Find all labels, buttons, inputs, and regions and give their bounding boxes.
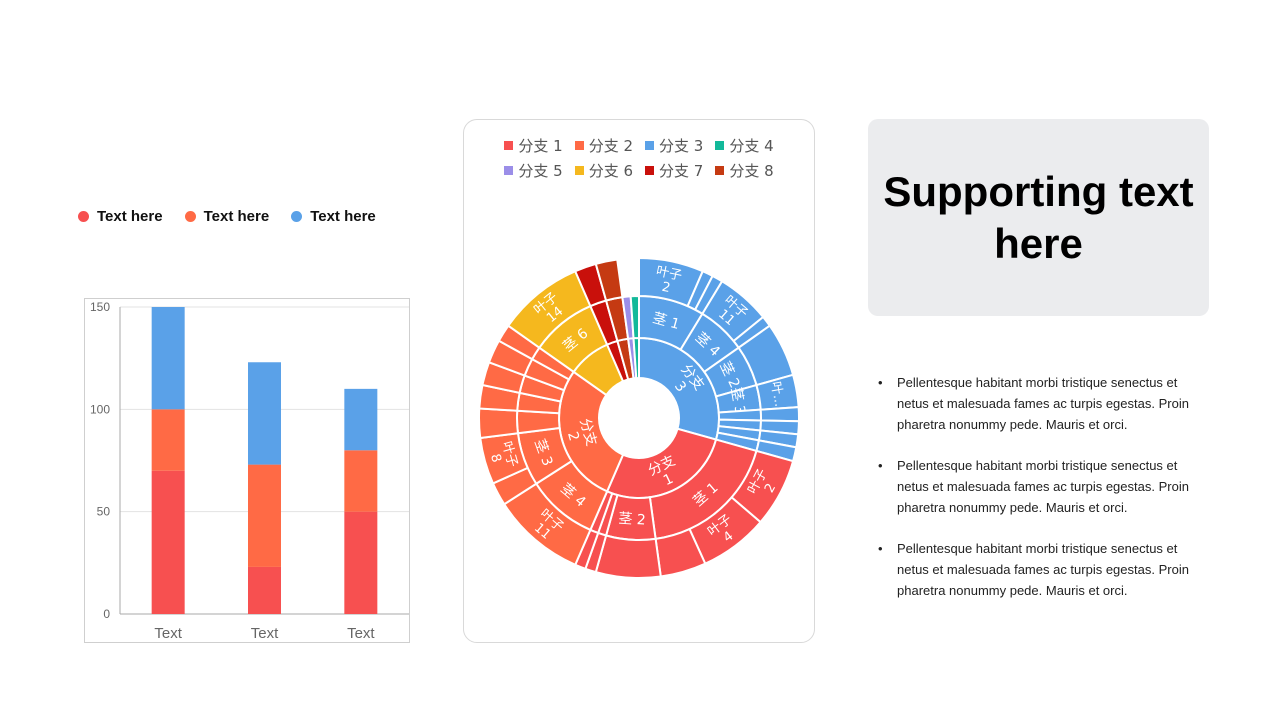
sunburst-leaf (594, 534, 662, 579)
stacked-bar-chart: 0 50 100 150 Text Text Text (84, 298, 410, 643)
sunburst-legend-item: 分支 3 (645, 135, 703, 156)
bullet-text: Pellentesque habitant morbi tristique se… (897, 458, 1189, 515)
legend-square-icon (645, 166, 654, 175)
sunburst-legend-item: 分支 7 (645, 160, 703, 181)
legend-square-icon (574, 166, 584, 175)
supporting-text-box: Supporting text here (868, 119, 1209, 316)
bullet-glyph: • (878, 541, 883, 556)
y-tick-label: 0 (103, 607, 110, 621)
legend-label: 分支 4 (729, 137, 774, 155)
bar-segment (344, 511, 378, 614)
legend-label: Text here (97, 208, 163, 225)
sunburst-legend-item: 分支 8 (715, 160, 774, 181)
sunburst-stem (629, 294, 640, 340)
legend-square-icon (504, 141, 514, 150)
bar-segment (344, 450, 378, 512)
bar-segment (151, 470, 185, 614)
legend-square-icon (645, 141, 654, 150)
sunburst-label: 分支2 (561, 417, 599, 452)
bullet-item: • Pellentesque habitant morbi tristique s… (878, 455, 1198, 518)
legend-square-icon (715, 141, 725, 150)
x-tick-label: Text (347, 625, 375, 642)
bullet-item: • Pellentesque habitant morbi tristique s… (878, 372, 1198, 435)
legend-label: 分支 3 (659, 137, 704, 155)
bar-segment (344, 388, 378, 451)
bar-segment (248, 464, 281, 567)
legend-label: 分支 2 (588, 137, 633, 155)
sunburst-label: 叶子8 (485, 440, 520, 473)
legend-label: 分支 7 (659, 162, 704, 180)
legend-square-icon (504, 166, 514, 175)
legend-label: Text here (203, 208, 270, 225)
legend-dot-icon (184, 211, 196, 222)
sunburst-legend-row-1: 分支 1 分支 2 分支 3 分支 4 (464, 135, 814, 156)
x-tick-label: Text (251, 625, 279, 642)
y-tick-label: 100 (90, 402, 110, 416)
sunburst-leaf (759, 406, 800, 423)
y-tick-label: 50 (97, 505, 111, 519)
sunburst-label: 叶子2 (652, 264, 683, 298)
legend-label: 分支 6 (588, 162, 633, 180)
sunburst-legend-item: 分支 4 (715, 135, 774, 156)
legend-item-3: Text here (291, 208, 376, 225)
legend-label: 分支 5 (518, 162, 563, 180)
legend-label: 分支 1 (518, 137, 563, 155)
bullet-text: Pellentesque habitant morbi tristique se… (897, 375, 1189, 432)
sunburst-legend-item: 分支 5 (504, 160, 563, 181)
sunburst-label: 茎 1 (651, 310, 682, 333)
bullet-list: • Pellentesque habitant morbi tristique s… (878, 372, 1198, 621)
bullet-glyph: • (878, 458, 883, 473)
sunburst-leaf (478, 407, 520, 440)
bar-segment (248, 566, 281, 614)
bullet-glyph: • (878, 375, 883, 390)
legend-item-2: Text here (184, 208, 270, 225)
x-tick-label: Text (154, 625, 182, 642)
bar-segment (248, 362, 281, 465)
sunburst-legend-item: 分支 6 (574, 160, 633, 181)
legend-dot-icon (78, 211, 89, 222)
bar-segment (151, 409, 185, 471)
bar-chart-legend: Text here Text here Text here (78, 208, 376, 225)
y-tick-label: 150 (90, 300, 110, 314)
supporting-title: Supporting text here (883, 167, 1194, 267)
legend-item-1: Text here (78, 208, 163, 225)
sunburst-label: 茎 2 (618, 511, 646, 529)
bar-segment (151, 307, 185, 410)
sunburst-label: 叶... (767, 380, 786, 408)
legend-square-icon (574, 141, 584, 150)
bullet-text: Pellentesque habitant morbi tristique se… (897, 541, 1189, 598)
legend-label: Text here (310, 208, 376, 225)
legend-label: 分支 8 (729, 162, 774, 180)
sunburst-legend-item: 分支 2 (574, 135, 633, 156)
legend-dot-icon (291, 211, 303, 222)
sunburst-legend-item: 分支 1 (504, 135, 563, 156)
sunburst-legend-row-2: 分支 5 分支 6 分支 7 分支 8 (464, 160, 814, 181)
legend-square-icon (715, 166, 725, 175)
sunburst-label: 茎 3 (727, 386, 747, 416)
bullet-item: • Pellentesque habitant morbi tristique s… (878, 538, 1198, 601)
